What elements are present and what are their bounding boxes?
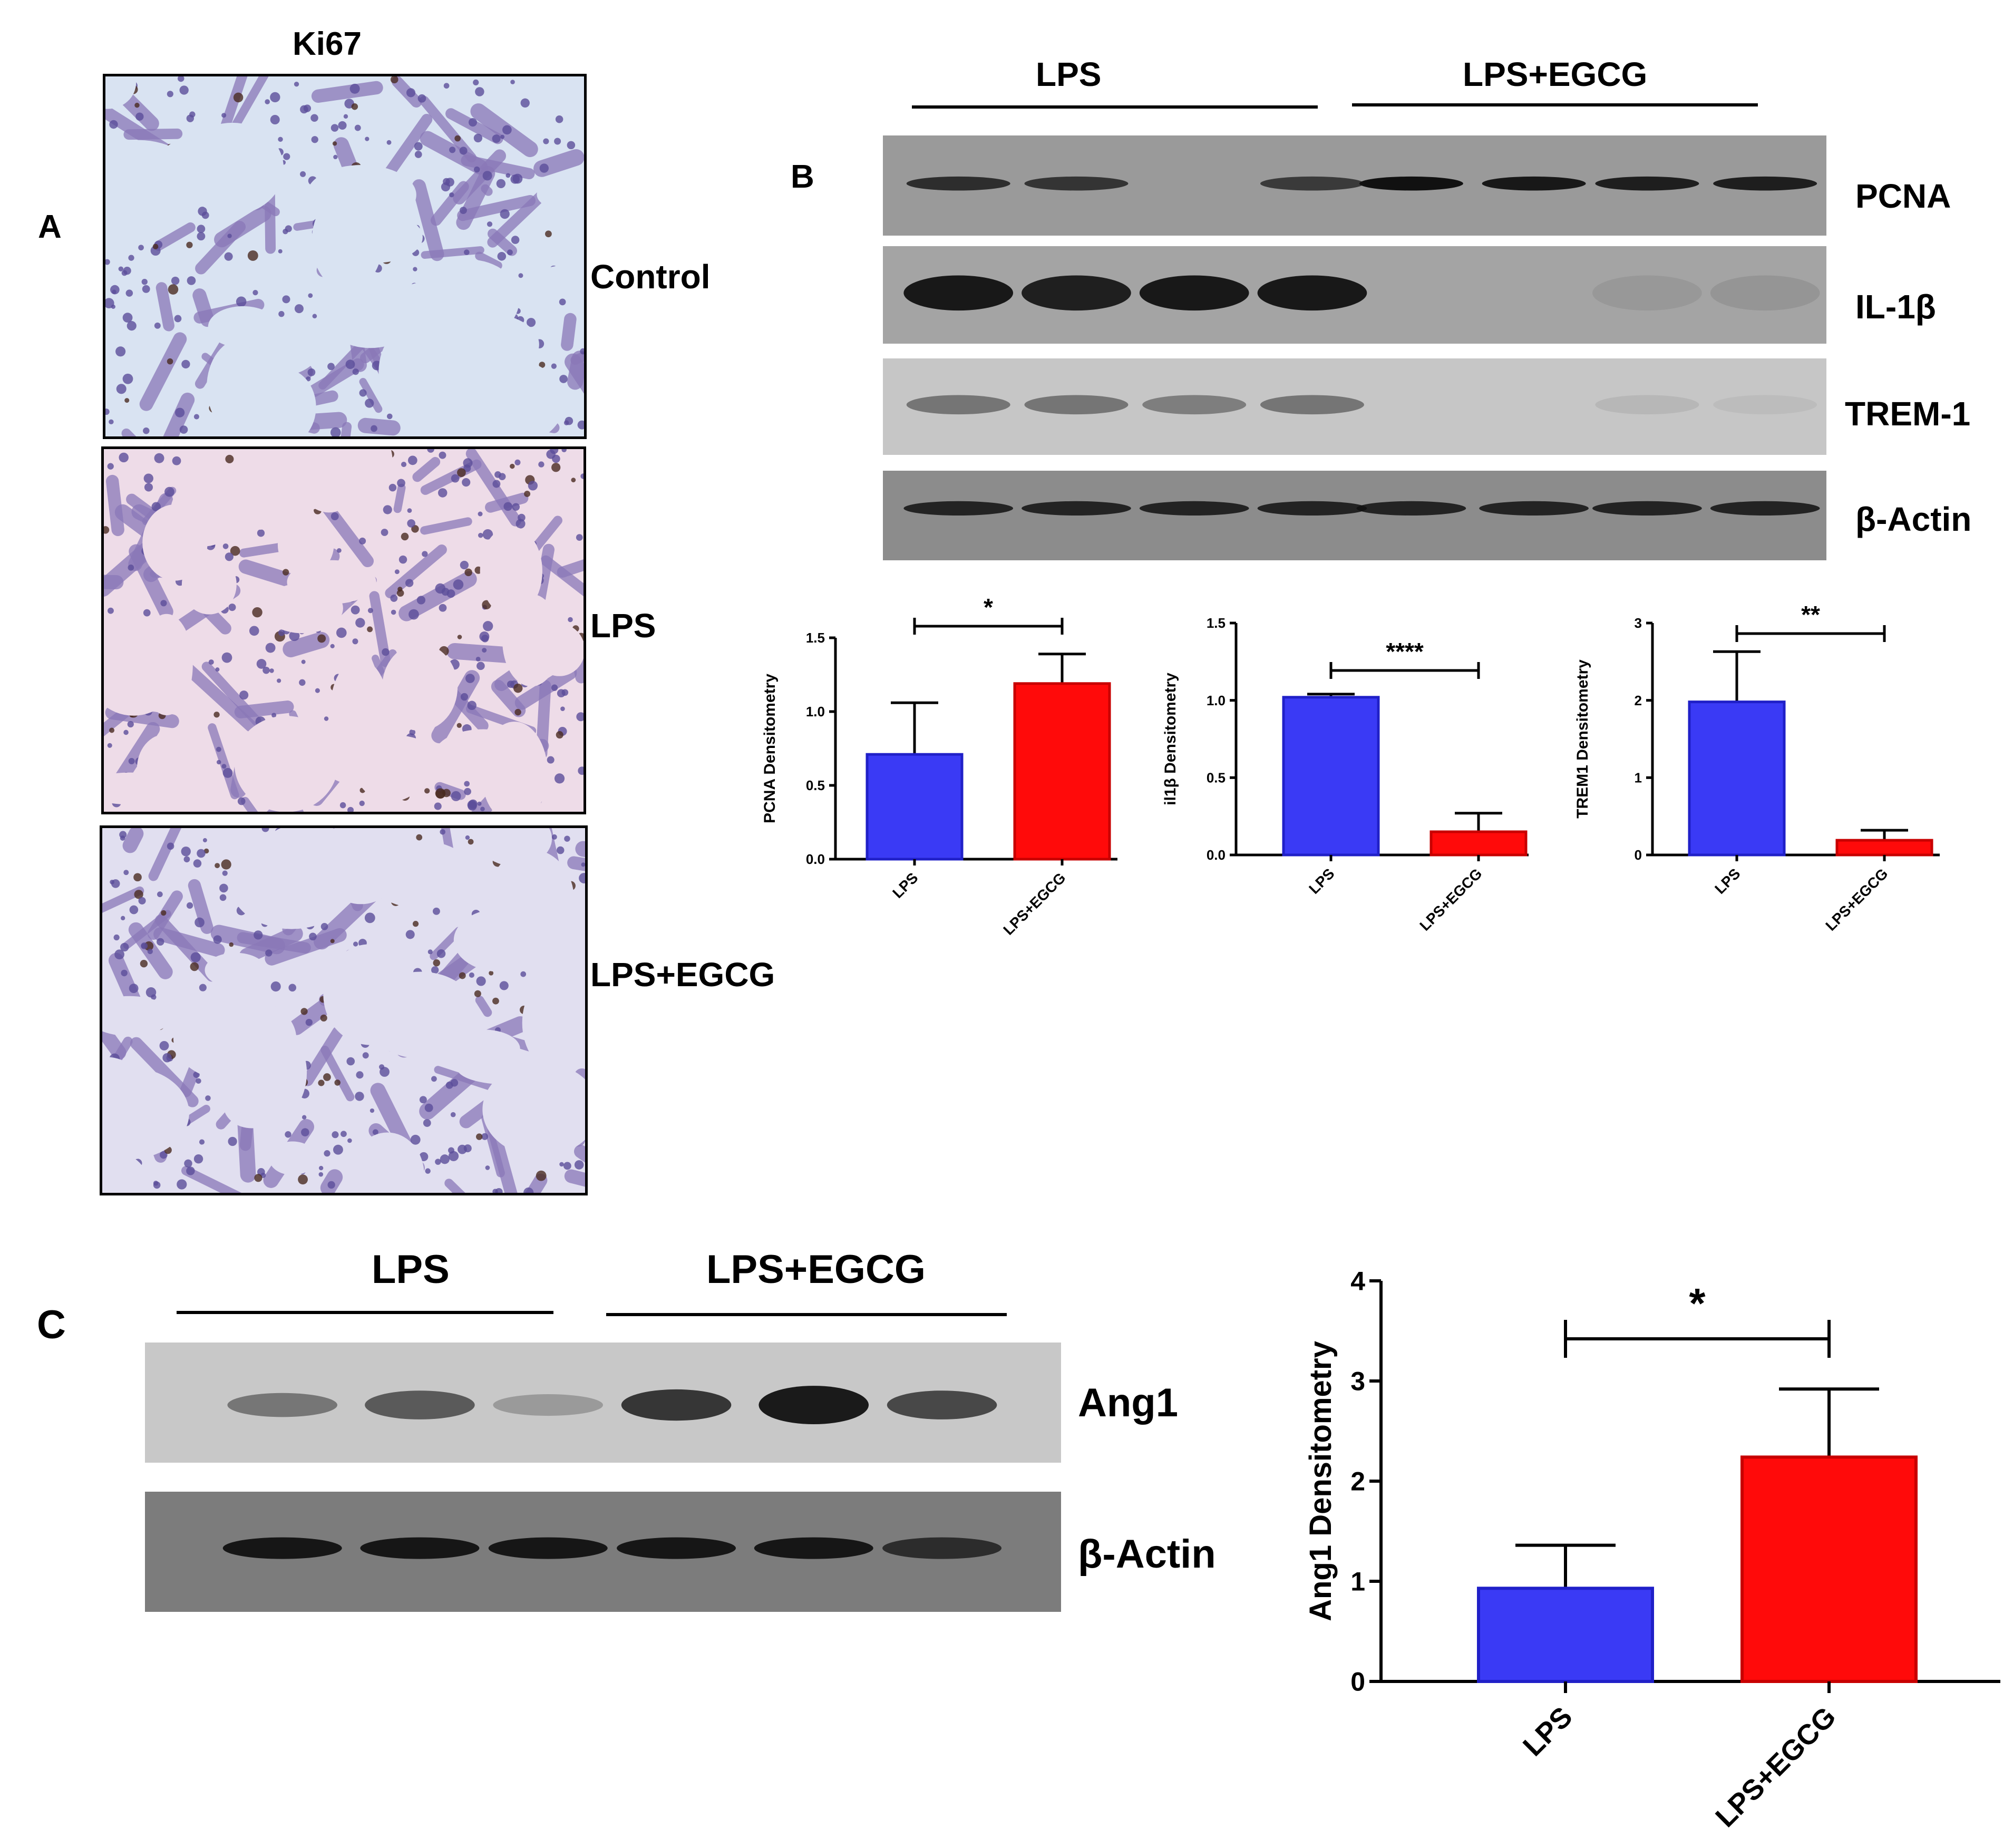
bar-lps xyxy=(866,753,964,861)
blot-label-ang1: Ang1 xyxy=(1078,1380,1178,1425)
significance-stars: **** xyxy=(1386,638,1424,665)
bar-lps-egcg xyxy=(1835,839,1933,857)
blot-il1b xyxy=(883,246,1826,344)
row-label-control: Control xyxy=(590,258,711,296)
x-tick-label: LPS xyxy=(1711,865,1743,897)
blot-b-actin xyxy=(883,471,1826,560)
blot-trem1 xyxy=(883,358,1826,455)
y-tick-label: 0.0 xyxy=(1207,847,1226,863)
y-tick-label: 0 xyxy=(1350,1667,1365,1697)
bar-lps xyxy=(1688,701,1786,857)
x-tick-label: LPS+EGCG xyxy=(1822,865,1891,934)
panel-b-group-lps: LPS xyxy=(1036,55,1102,93)
row-label-lps-egcg: LPS+EGCG xyxy=(590,956,775,994)
y-tick-label: 0.0 xyxy=(806,851,825,867)
micrograph-control xyxy=(103,74,587,439)
panel-c-group-lps: LPS xyxy=(372,1247,450,1292)
significance-stars: * xyxy=(1689,1280,1706,1327)
y-axis-label: PCNA Densitometry xyxy=(761,674,779,823)
bar-lps xyxy=(1477,1587,1654,1683)
x-tick-label: LPS+EGCG xyxy=(1000,870,1068,938)
significance-stars: ** xyxy=(1801,601,1820,628)
blot-label-trem1: TREM-1 xyxy=(1845,395,1971,433)
chart-trem1-densitometry: 0 1 2 3 TREM1 Densitometry LPS LPS+EGCG ** xyxy=(1574,601,1940,934)
y-tick-label: 1.0 xyxy=(806,704,825,719)
bar-lps-egcg xyxy=(1740,1455,1918,1683)
panel-c-group-lps-egcg: LPS+EGCG xyxy=(706,1247,926,1292)
y-tick-label: 1 xyxy=(1635,770,1642,785)
y-tick-label: 1 xyxy=(1350,1567,1365,1597)
panel-c-group-line-lps xyxy=(177,1311,553,1314)
panel-b-group-lps-egcg: LPS+EGCG xyxy=(1463,55,1648,93)
blot-label-c-b-actin: β-Actin xyxy=(1078,1532,1216,1577)
panel-c-group-line-lps-egcg xyxy=(606,1313,1007,1316)
micrograph-lps xyxy=(101,446,586,814)
y-axis-label: il1β Densitometry xyxy=(1162,673,1179,805)
y-tick-label: 4 xyxy=(1350,1267,1365,1296)
y-axis-label: Ang1 Densitometry xyxy=(1304,1341,1338,1621)
y-tick-label: 0.5 xyxy=(1207,770,1226,785)
panel-b-group-line-lps-egcg xyxy=(1352,103,1758,106)
chart-pcna-densitometry: 0.0 0.5 1.0 1.5 PCNA Densitometry LPS LPS+EGCG… xyxy=(761,594,1117,938)
x-tick-label: LPS xyxy=(1306,865,1337,897)
blot-label-il1b: IL-1β xyxy=(1855,288,1936,326)
bar-lps-egcg xyxy=(1429,830,1528,857)
chart-il1b-densitometry: 0.0 0.5 1.0 1.5 il1β Densitometry LPS LPS+EGCG… xyxy=(1162,615,1529,934)
y-tick-label: 2 xyxy=(1350,1467,1365,1496)
panel-c-letter: C xyxy=(37,1302,66,1347)
x-tick-label: LPS+EGCG xyxy=(1709,1701,1842,1833)
y-tick-label: 1.5 xyxy=(806,630,825,646)
blot-pcna xyxy=(883,135,1826,236)
bar-lps-egcg xyxy=(1013,682,1111,861)
blot-label-pcna: PCNA xyxy=(1855,177,1951,215)
blot-ang1 xyxy=(145,1343,1061,1463)
y-tick-label: 0.5 xyxy=(806,777,825,793)
panel-b-letter: B xyxy=(791,159,814,195)
significance-stars: * xyxy=(984,594,993,621)
y-tick-label: 0 xyxy=(1635,847,1642,863)
panel-a-letter: A xyxy=(38,209,62,245)
y-tick-label: 1.5 xyxy=(1207,615,1226,631)
x-tick-label: LPS+EGCG xyxy=(1416,865,1485,934)
bar-lps xyxy=(1282,696,1380,857)
panel-b-group-line-lps xyxy=(912,105,1318,109)
y-tick-label: 1.0 xyxy=(1207,693,1226,708)
row-label-lps: LPS xyxy=(590,607,656,645)
y-tick-label: 3 xyxy=(1635,615,1642,631)
blot-c-b-actin xyxy=(145,1492,1061,1612)
chart-ang1-densitometry: 0 1 2 3 4 Ang1 Densitometry LPS LPS+EGCG * xyxy=(1304,1267,2000,1833)
x-tick-label: LPS xyxy=(1517,1701,1579,1763)
ki67-title: Ki67 xyxy=(293,26,362,62)
y-axis-label: TREM1 Densitometry xyxy=(1574,659,1591,819)
x-tick-label: LPS xyxy=(889,870,921,901)
y-tick-label: 3 xyxy=(1350,1367,1365,1396)
micrograph-lps-egcg xyxy=(100,825,588,1195)
y-tick-label: 2 xyxy=(1635,693,1642,708)
blot-label-b-actin: β-Actin xyxy=(1855,500,1972,538)
